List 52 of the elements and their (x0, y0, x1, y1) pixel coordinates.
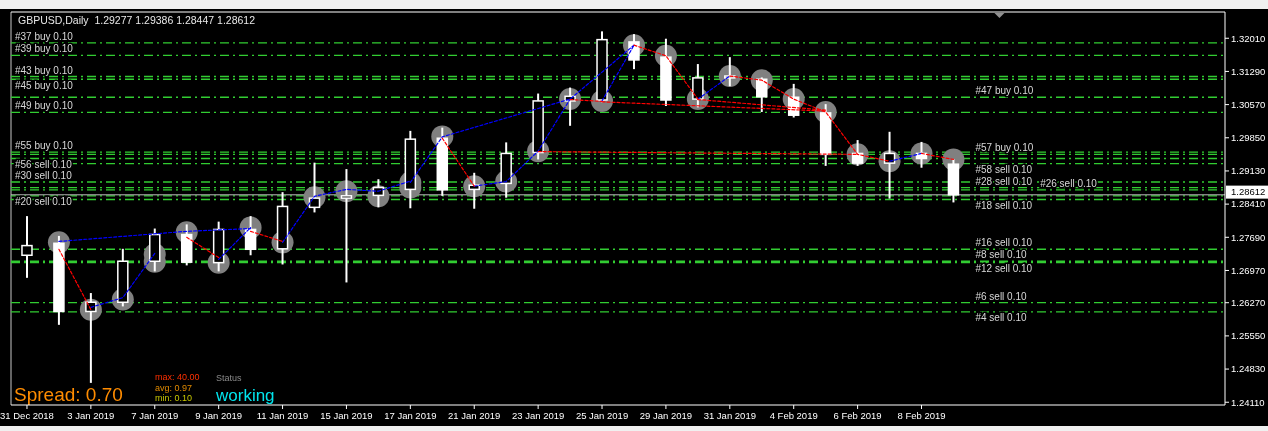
chart-title: GBPUSD,Daily 1.29277 1.29386 1.28447 1.28612 (18, 14, 256, 26)
ref-line-label: #47 buy 0.10 (975, 85, 1034, 97)
y-tick-label: 1.31290 (1231, 65, 1266, 77)
x-tick-label: 23 Jan 2019 (511, 410, 565, 421)
y-tick-label: 1.25550 (1231, 330, 1266, 342)
x-tick-label: 17 Jan 2019 (384, 410, 437, 421)
y-tick-label: 1.24110 (1231, 396, 1265, 408)
y-tick-label: 1.26970 (1231, 264, 1266, 276)
x-tick-label: 31 Dec 2018 (0, 410, 54, 421)
y-tick-label: 1.29130 (1231, 165, 1266, 177)
ref-line-label: #45 buy 0.10 (15, 79, 74, 91)
ref-line-label: #39 buy 0.10 (15, 43, 74, 55)
annotation: working (215, 386, 275, 405)
ref-line-label: #30 sell 0.10 (15, 170, 73, 182)
y-tick-label: 1.24830 (1231, 363, 1266, 375)
ref-line-label: #58 sell 0.10 (975, 164, 1033, 176)
annotation: Spread: 0.70 (14, 384, 123, 405)
x-tick-label: 7 Jan 2019 (131, 410, 179, 421)
ref-line-label: #49 buy 0.10 (15, 100, 74, 112)
x-tick-label: 4 Feb 2019 (769, 410, 818, 421)
x-tick-label: 3 Jan 2019 (67, 410, 115, 421)
ref-line-label: #18 sell 0.10 (975, 200, 1033, 212)
y-tick-label: 1.29850 (1231, 132, 1266, 144)
x-tick-label: 15 Jan 2019 (320, 410, 373, 421)
ref-line-label: #57 buy 0.10 (975, 142, 1034, 154)
x-tick-label: 29 Jan 2019 (639, 410, 693, 421)
annotation: max: 40.00 (155, 372, 200, 382)
x-tick-label: 11 Jan 2019 (256, 410, 309, 421)
x-tick-label: 9 Jan 2019 (195, 410, 243, 421)
x-tick-label: 8 Feb 2019 (897, 410, 946, 421)
ref-line-label: #26 sell 0.10 (1040, 177, 1098, 189)
ref-line-label: #4 sell 0.10 (975, 312, 1028, 324)
y-tick-label: 1.30570 (1231, 98, 1266, 110)
y-tick-label: 1.26270 (1231, 297, 1266, 309)
ref-line-label: 1.28612 (1231, 186, 1266, 198)
ref-line-label: #12 sell 0.10 (975, 263, 1033, 275)
y-tick-label: 1.28410 (1231, 198, 1266, 210)
x-tick-label: 21 Jan 2019 (448, 410, 501, 421)
y-tick-label: 1.32010 (1231, 32, 1266, 44)
annotation: Status (216, 373, 243, 383)
x-tick-label: 25 Jan 2019 (575, 410, 629, 421)
annotation: min: 0.10 (155, 393, 193, 403)
x-tick-label: 6 Feb 2019 (833, 410, 882, 421)
ref-line-label: #43 buy 0.10 (15, 64, 74, 76)
ref-line-label: #37 buy 0.10 (15, 30, 74, 42)
annotation: avg: 0.97 (155, 382, 193, 393)
ref-line-label: #6 sell 0.10 (975, 290, 1028, 302)
ref-line-label: #8 sell 0.10 (975, 249, 1028, 261)
ref-line-label: #16 sell 0.10 (975, 237, 1033, 249)
x-tick-label: 31 Jan 2019 (703, 410, 756, 421)
y-tick-label: 1.27690 (1231, 231, 1266, 243)
ref-line-label: #55 buy 0.10 (15, 140, 74, 152)
